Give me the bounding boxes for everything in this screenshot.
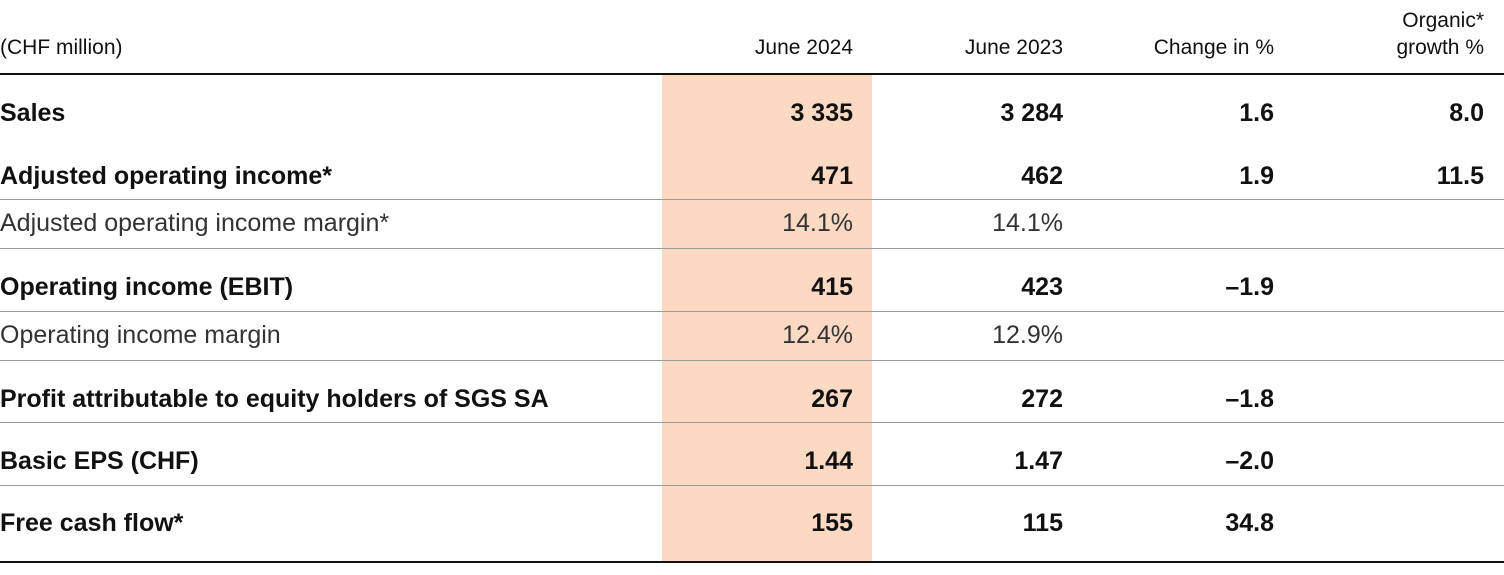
cell-value: 1.6 — [1239, 99, 1274, 127]
row-divider — [0, 485, 1504, 486]
row-label: Free cash flow* — [0, 509, 184, 537]
cell-value: 423 — [1021, 273, 1063, 301]
row-label: Adjusted operating income* — [0, 162, 332, 190]
column-header: Change in % — [1153, 36, 1274, 59]
cell-value: 462 — [1021, 162, 1063, 190]
cell-value: 471 — [811, 162, 853, 190]
row-label: Operating income (EBIT) — [0, 273, 294, 301]
cell-value: 34.8 — [1225, 509, 1274, 537]
cell-value: –1.9 — [1225, 273, 1274, 301]
cell-value: 3 284 — [1000, 99, 1063, 127]
cell-value: 415 — [811, 273, 853, 301]
column-header: Organic* growth % — [1396, 9, 1484, 59]
cell-value: 115 — [1022, 509, 1063, 537]
row-divider — [0, 311, 1504, 312]
row-divider — [0, 248, 1504, 249]
row-label: Adjusted operating income margin* — [0, 209, 390, 237]
cell-value: 11.5 — [1436, 162, 1484, 190]
bottom-rule — [0, 561, 1504, 563]
cell-value: –2.0 — [1225, 447, 1274, 475]
column-header: June 2023 — [964, 36, 1063, 59]
cell-value: 14.1% — [782, 209, 853, 237]
column-header: (CHF million) — [0, 36, 123, 59]
cell-value: 155 — [811, 509, 853, 537]
row-label: Sales — [0, 99, 66, 127]
row-label: Profit attributable to equity holders of… — [0, 385, 549, 413]
cell-value: 267 — [811, 385, 853, 413]
cell-value: 12.9% — [992, 321, 1063, 349]
cell-value: 1.9 — [1239, 162, 1274, 190]
row-divider — [0, 422, 1504, 423]
header-rule — [0, 73, 1504, 75]
row-label: Operating income margin — [0, 321, 281, 349]
cell-value: 272 — [1021, 385, 1063, 413]
cell-value: 8.0 — [1449, 99, 1484, 127]
cell-value: 1.47 — [1014, 447, 1063, 475]
highlight-column — [662, 75, 872, 562]
row-label: Basic EPS (CHF) — [0, 447, 199, 475]
cell-value: 14.1% — [992, 209, 1063, 237]
column-header: June 2024 — [754, 36, 853, 59]
row-divider — [0, 199, 1504, 200]
cell-value: 1.44 — [804, 447, 853, 475]
cell-value: –1.8 — [1225, 385, 1274, 413]
cell-value: 12.4% — [782, 321, 853, 349]
row-divider — [0, 360, 1504, 361]
cell-value: 3 335 — [790, 99, 853, 127]
